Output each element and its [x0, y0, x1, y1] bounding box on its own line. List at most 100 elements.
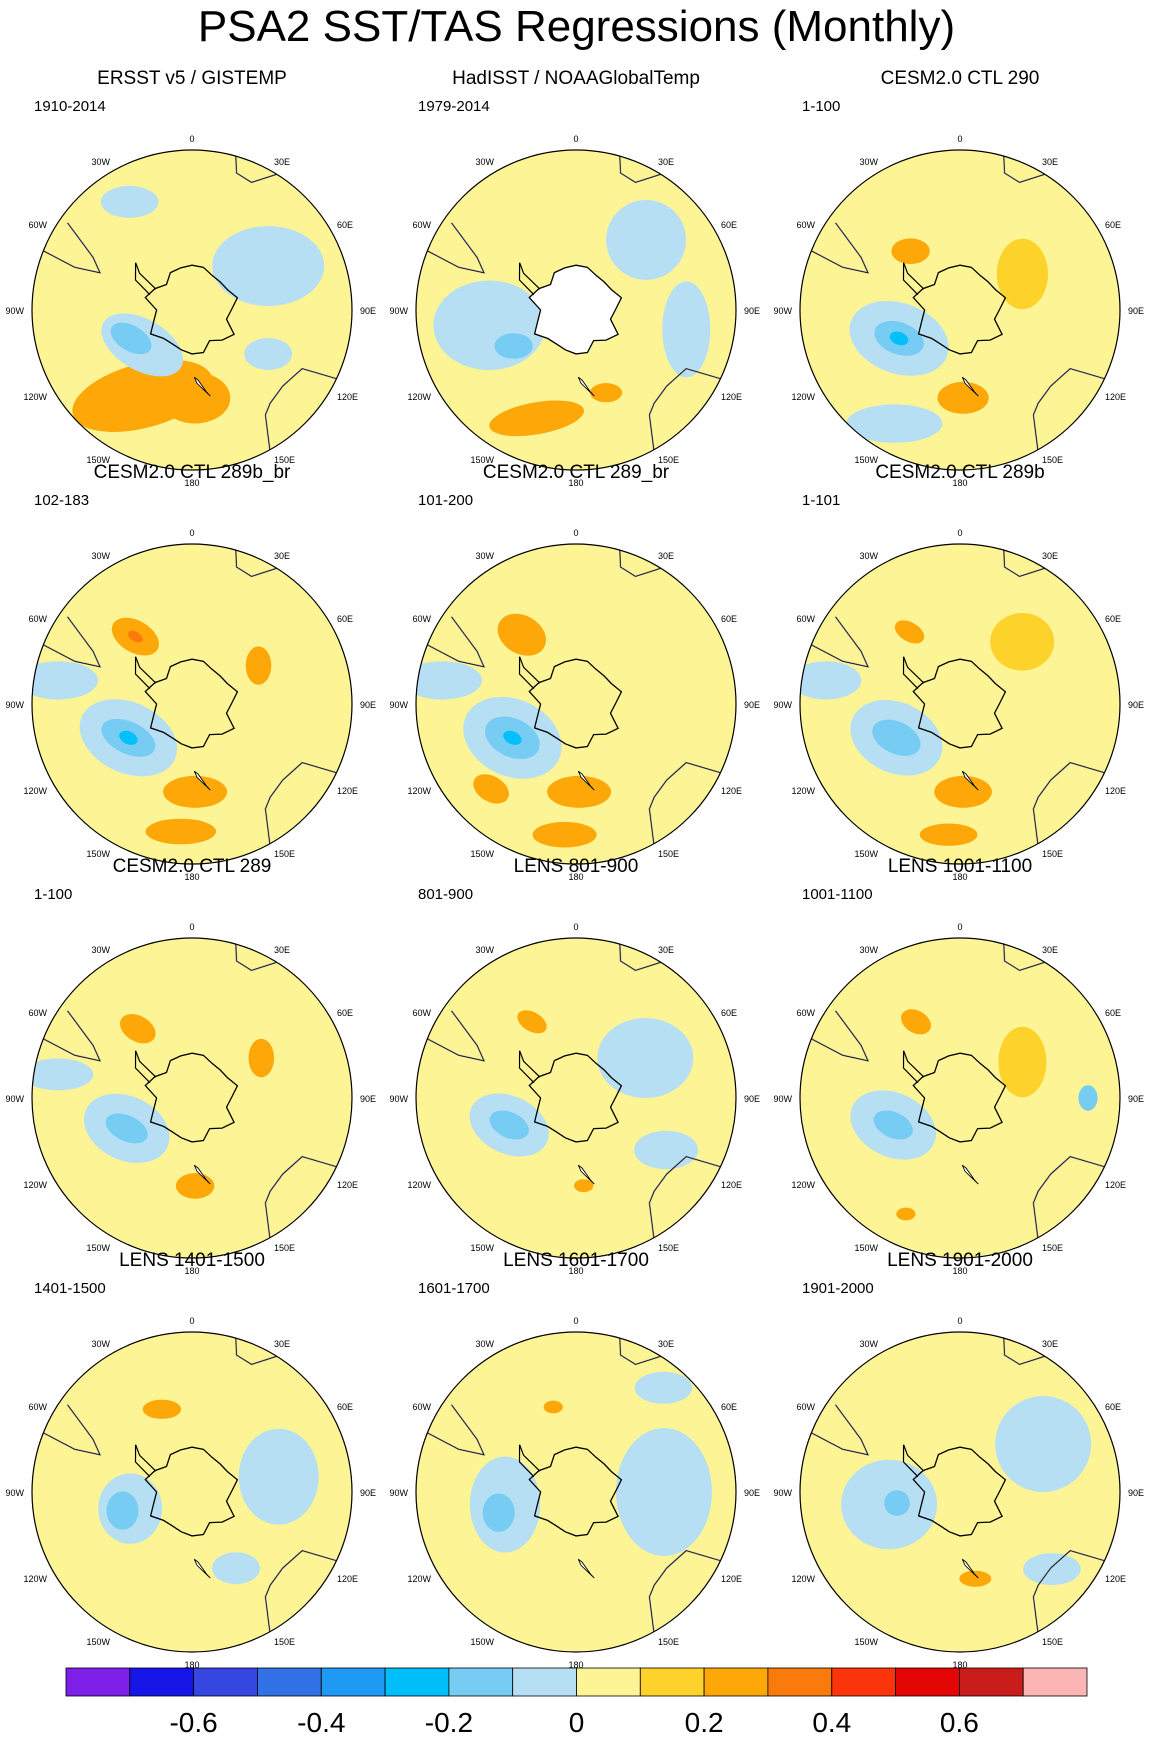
- lon-tick-label: 30W: [91, 551, 110, 561]
- lon-tick-label: 150E: [1042, 849, 1063, 859]
- lon-tick-label: 120W: [407, 1180, 431, 1190]
- lon-tick-label: 60E: [337, 1402, 353, 1412]
- lon-tick-label: 150W: [854, 1637, 878, 1647]
- map-background: [800, 938, 1120, 1258]
- map-boundary: [31, 543, 353, 865]
- lon-tick-label: 0: [573, 1316, 578, 1326]
- map-background: [32, 1332, 352, 1652]
- lon-tick-label: 60E: [721, 614, 737, 624]
- lon-tick-label: 30W: [859, 157, 878, 167]
- peninsula-coast: [134, 1444, 157, 1478]
- lon-tick-label: 30W: [91, 1339, 110, 1349]
- lon-tick-label: 90E: [360, 306, 376, 316]
- lon-tick-label: 90E: [360, 1094, 376, 1104]
- lon-tick-label: 180: [952, 478, 967, 488]
- panel-title: LENS 1601-1700: [503, 1250, 649, 1271]
- anomaly-region: [142, 1399, 182, 1419]
- lon-tick-label: 120E: [1105, 392, 1126, 402]
- lon-tick-label: 30E: [658, 1339, 674, 1349]
- lon-tick-label: 30W: [859, 1339, 878, 1349]
- anomaly-region: [497, 613, 546, 656]
- lon-tick-label: 120E: [337, 1574, 358, 1584]
- lon-tick-label: 120E: [337, 786, 358, 796]
- lon-tick-label: 30E: [658, 945, 674, 955]
- lon-tick-label: 90E: [1128, 1094, 1144, 1104]
- anomaly-region: [547, 775, 612, 808]
- colorbar-tick-label: -0.4: [297, 1707, 345, 1738]
- map-boundary: [799, 149, 1121, 471]
- lon-tick-label: 0: [573, 528, 578, 538]
- lon-tick-label: 30E: [658, 157, 674, 167]
- anomaly-region: [597, 1018, 694, 1098]
- anomaly-region: [937, 381, 989, 414]
- map-boundary: [415, 1331, 737, 1653]
- polar-map: 0 30E 60E 90E 120E 150E 180 150W 120W 90W 60W 30W: [773, 1316, 1144, 1670]
- anomaly-region: [159, 372, 231, 424]
- lon-tick-label: 90E: [360, 700, 376, 710]
- panel-title: HadISST / NOAAGlobalTemp: [452, 68, 700, 89]
- lon-tick-label: 120E: [337, 392, 358, 402]
- polar-map: 0 30E 60E 90E 120E 150E 180 150W 120W 90W 60W 30W: [5, 922, 376, 1276]
- lon-tick-label: 60W: [412, 220, 431, 230]
- lon-tick-label: 30W: [475, 157, 494, 167]
- lon-tick-label: 180: [952, 1266, 967, 1276]
- lon-tick-label: 60E: [337, 614, 353, 624]
- lon-tick-label: 90E: [744, 306, 760, 316]
- lon-tick-label: 30W: [475, 945, 494, 955]
- colorbar-box: [384, 1667, 450, 1697]
- anomaly-region: [212, 226, 325, 306]
- peninsula-coast: [518, 1050, 541, 1084]
- lon-tick-label: 60W: [412, 1008, 431, 1018]
- colorbar-box: [639, 1667, 705, 1697]
- anomaly-region: [532, 821, 597, 848]
- colorbar-box: [1022, 1667, 1088, 1697]
- anomaly-region: [998, 1026, 1047, 1098]
- anomaly-region: [489, 400, 584, 437]
- anomaly-region: [105, 1113, 148, 1144]
- lon-tick-label: 30W: [859, 551, 878, 561]
- map-panel: LENS 1601-1700 0 30E 60E 90E 120E 150E 180 150W 1…: [384, 1250, 768, 1670]
- lon-tick-label: 150W: [86, 455, 110, 465]
- map-panel: LENS 1001-1100 0 30E 60E 90E 120E 150E 180 150W 1…: [768, 856, 1152, 1276]
- colorbar: -0.6 -0.4 -0.2 0 0.2 0.4 0.6: [65, 1667, 1088, 1738]
- anomaly-region: [245, 646, 272, 685]
- lon-tick-label: 60E: [721, 1402, 737, 1412]
- lon-tick-label: 90W: [389, 1094, 408, 1104]
- lon-tick-label: 180: [568, 478, 583, 488]
- panel-title: LENS 1401-1500: [119, 1250, 265, 1271]
- lon-tick-label: 30E: [274, 945, 290, 955]
- lon-tick-label: 90E: [1128, 700, 1144, 710]
- panel-title: ERSST v5 / GISTEMP: [97, 68, 287, 89]
- polar-map: 0 30E 60E 90E 120E 150E 180 150W 120W 90W 60W 30W: [389, 528, 760, 882]
- panel-years: 102-183: [34, 492, 90, 509]
- polar-map: 0 30E 60E 90E 120E 150E 180 150W 120W 90W 60W 30W: [5, 528, 376, 882]
- lon-tick-label: 0: [957, 922, 962, 932]
- new-zealand-coast: [577, 1164, 595, 1185]
- anomaly-region: [1023, 1553, 1081, 1586]
- map-panel: HadISST / NOAAGlobalTemp 0 30E 60E 90E 120E 15…: [384, 68, 768, 488]
- lon-tick-label: 90E: [360, 1488, 376, 1498]
- lon-tick-label: 60W: [412, 614, 431, 624]
- panel-years: 1910-2014: [34, 98, 106, 115]
- anomaly-region: [238, 1428, 319, 1525]
- anomaly-region: [889, 331, 909, 346]
- new-zealand-coast: [193, 376, 211, 397]
- lon-tick-label: 90E: [1128, 306, 1144, 316]
- map-boundary: [31, 149, 353, 471]
- lon-tick-label: 90W: [5, 1488, 24, 1498]
- lon-tick-label: 30E: [1042, 157, 1058, 167]
- anomaly-region: [175, 1173, 215, 1199]
- lon-tick-label: 150E: [658, 455, 679, 465]
- lon-tick-label: 150W: [470, 1243, 494, 1253]
- anomaly-region: [872, 719, 921, 756]
- map-background: [32, 544, 352, 864]
- lon-tick-label: 90E: [1128, 1488, 1144, 1498]
- lon-tick-label: 30E: [274, 157, 290, 167]
- anomaly-region: [800, 661, 862, 700]
- map-panel: CESM2.0 CTL 289 0 30E 60E 90E 120E 150E 180 150W…: [0, 856, 384, 1276]
- map-panel: CESM2.0 CTL 289b 0 30E 60E 90E 120E 150E 180 150…: [768, 462, 1152, 882]
- lon-tick-label: 150W: [470, 1637, 494, 1647]
- lon-tick-label: 0: [189, 922, 194, 932]
- polar-map: 0 30E 60E 90E 120E 150E 180 150W 120W 90W 60W 30W: [773, 134, 1144, 488]
- polar-map: 0 30E 60E 90E 120E 150E 180 150W 120W 90W 60W 30W: [389, 922, 760, 1276]
